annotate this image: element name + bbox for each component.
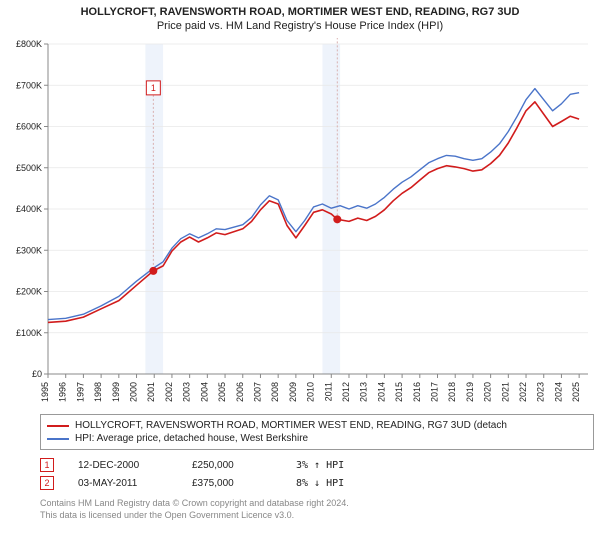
attribution-footer: Contains HM Land Registry data © Crown c… xyxy=(40,498,594,521)
svg-text:2003: 2003 xyxy=(182,382,192,402)
sale-price: £375,000 xyxy=(192,478,272,489)
svg-text:£700K: £700K xyxy=(16,80,42,90)
svg-text:2005: 2005 xyxy=(217,382,227,402)
sale-date: 12-DEC-2000 xyxy=(78,460,168,471)
svg-text:£800K: £800K xyxy=(16,39,42,49)
sale-price: £250,000 xyxy=(192,460,272,471)
svg-text:1997: 1997 xyxy=(75,382,85,402)
svg-text:£200K: £200K xyxy=(16,287,42,297)
svg-text:1999: 1999 xyxy=(111,382,121,402)
svg-text:2018: 2018 xyxy=(447,382,457,402)
svg-text:2017: 2017 xyxy=(430,382,440,402)
svg-text:2000: 2000 xyxy=(129,382,139,402)
sale-marker-icon: 1 xyxy=(40,458,54,472)
chart-container: £0 £100K £200K £300K £400K £500K £600K £700K £80… xyxy=(6,38,594,408)
chart-title-block: HOLLYCROFT, RAVENSWORTH ROAD, MORTIMER W… xyxy=(0,0,600,34)
svg-text:1995: 1995 xyxy=(40,382,50,402)
svg-text:2001: 2001 xyxy=(146,382,156,402)
svg-text:£600K: £600K xyxy=(16,122,42,132)
legend-label: HPI: Average price, detached house, West… xyxy=(75,433,308,444)
svg-text:1998: 1998 xyxy=(93,382,103,402)
sale-hpi-diff: 8% ↓ HPI xyxy=(296,478,386,489)
svg-text:2015: 2015 xyxy=(394,382,404,402)
legend: HOLLYCROFT, RAVENSWORTH ROAD, MORTIMER W… xyxy=(40,414,594,450)
svg-text:£300K: £300K xyxy=(16,245,42,255)
footer-line1: Contains HM Land Registry data © Crown c… xyxy=(40,498,594,510)
svg-text:£500K: £500K xyxy=(16,163,42,173)
svg-text:2024: 2024 xyxy=(553,382,563,402)
svg-text:2002: 2002 xyxy=(164,382,174,402)
sale-row: 1 12-DEC-2000 £250,000 3% ↑ HPI xyxy=(40,456,594,474)
legend-row: HOLLYCROFT, RAVENSWORTH ROAD, MORTIMER W… xyxy=(47,419,587,432)
svg-text:2006: 2006 xyxy=(235,382,245,402)
chart-title-address: HOLLYCROFT, RAVENSWORTH ROAD, MORTIMER W… xyxy=(8,6,592,18)
svg-text:2008: 2008 xyxy=(270,382,280,402)
legend-swatch xyxy=(47,438,69,440)
svg-text:2016: 2016 xyxy=(412,382,422,402)
footer-line2: This data is licensed under the Open Gov… xyxy=(40,510,594,522)
line-chart: £0 £100K £200K £300K £400K £500K £600K £700K £80… xyxy=(6,38,594,408)
svg-text:£100K: £100K xyxy=(16,328,42,338)
svg-text:2022: 2022 xyxy=(518,382,528,402)
svg-text:2013: 2013 xyxy=(359,382,369,402)
svg-text:2004: 2004 xyxy=(199,382,209,402)
legend-swatch xyxy=(47,425,69,427)
svg-text:2009: 2009 xyxy=(288,382,298,402)
sale-hpi-diff: 3% ↑ HPI xyxy=(296,460,386,471)
chart-subtitle: Price paid vs. HM Land Registry's House … xyxy=(8,20,592,32)
svg-text:2021: 2021 xyxy=(500,382,510,402)
sale-row: 2 03-MAY-2011 £375,000 8% ↓ HPI xyxy=(40,474,594,492)
sale-marker-icon: 2 xyxy=(40,476,54,490)
svg-text:£400K: £400K xyxy=(16,204,42,214)
svg-text:2010: 2010 xyxy=(306,382,316,402)
sale-date: 03-MAY-2011 xyxy=(78,478,168,489)
svg-text:£0: £0 xyxy=(32,369,42,379)
svg-text:1: 1 xyxy=(151,83,156,93)
sales-table: 1 12-DEC-2000 £250,000 3% ↑ HPI 2 03-MAY-2011… xyxy=(40,456,594,492)
svg-text:2025: 2025 xyxy=(571,382,581,402)
legend-row: HPI: Average price, detached house, West… xyxy=(47,432,587,445)
svg-text:2007: 2007 xyxy=(252,382,262,402)
svg-text:2020: 2020 xyxy=(483,382,493,402)
svg-text:2014: 2014 xyxy=(376,382,386,402)
svg-text:2012: 2012 xyxy=(341,382,351,402)
svg-text:2011: 2011 xyxy=(323,382,333,401)
svg-text:1996: 1996 xyxy=(58,382,68,402)
legend-label: HOLLYCROFT, RAVENSWORTH ROAD, MORTIMER W… xyxy=(75,420,507,431)
svg-text:2019: 2019 xyxy=(465,382,475,402)
svg-text:2023: 2023 xyxy=(536,382,546,402)
